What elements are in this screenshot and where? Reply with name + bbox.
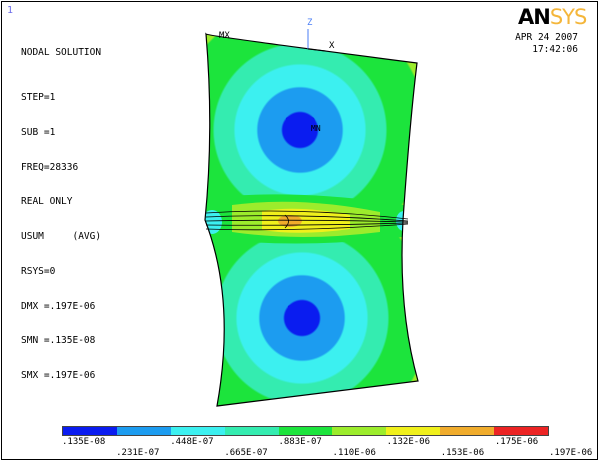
max-marker-label: MX (219, 31, 230, 41)
legend-value-lower-1: .665E-07 (224, 448, 268, 458)
time-text: 17:42:06 (532, 44, 578, 55)
seam-lines (205, 210, 409, 231)
legend-swatch-0 (63, 427, 117, 435)
legend-value-upper-1: .448E-07 (170, 437, 214, 447)
info-usum: USUM (AVG) (21, 231, 102, 243)
legend-value-upper-4: .175E-06 (494, 437, 539, 447)
logo-part-an: AN (518, 5, 551, 29)
legend-swatch-2 (170, 427, 225, 435)
info-smx: SMX =.197E-06 (21, 370, 96, 382)
contour-fill (205, 34, 418, 406)
solution-title: NODAL SOLUTION (21, 47, 102, 59)
info-smn: SMN =.135E-08 (21, 335, 96, 347)
info-dmx: DMX =.197E-06 (21, 300, 96, 312)
color-legend-bar (62, 426, 549, 436)
legend-value-lower-0: .231E-07 (116, 448, 160, 458)
legend-value-lower-2: .110E-06 (332, 448, 376, 458)
legend-swatch-1 (116, 427, 171, 435)
logo-part-sys: SYS (549, 5, 587, 29)
legend-swatch-7 (440, 427, 495, 435)
axis-z-label: Z (307, 18, 313, 28)
info-real: REAL ONLY (21, 196, 73, 208)
legend-value-upper-3: .132E-06 (386, 437, 431, 447)
legend-value-upper-0: .135E-08 (62, 437, 106, 447)
axis-x-label: X (329, 41, 335, 51)
legend-swatch-4 (278, 427, 333, 435)
legend-swatch-3 (224, 427, 279, 435)
axis-triad (307, 29, 327, 52)
legend-value-lower-4: .197E-06 (549, 448, 593, 458)
solution-info: NODAL SOLUTION STEP=1 SUB =1 FREQ=28336 … (21, 24, 101, 405)
date-text: APR 24 2007 (515, 32, 578, 43)
plate-outline (204, 32, 419, 407)
legend-swatch-8 (494, 427, 549, 435)
window-number: 1 (7, 5, 14, 16)
info-step: STEP=1 (21, 91, 56, 103)
info-sub: SUB =1 (21, 126, 56, 138)
min-marker-label: MN (311, 124, 321, 133)
legend-swatch-5 (332, 427, 387, 435)
legend-value-upper-2: .883E-07 (278, 437, 322, 447)
info-freq: FREQ=28336 (21, 161, 79, 173)
legend-swatch-6 (386, 427, 441, 435)
timestamp: APR 24 2007 17:42:06 (515, 32, 578, 56)
info-rsys: RSYS=0 (21, 265, 56, 277)
legend-value-lower-3: .153E-06 (440, 448, 485, 458)
ansys-logo: ANSYS (518, 5, 587, 29)
